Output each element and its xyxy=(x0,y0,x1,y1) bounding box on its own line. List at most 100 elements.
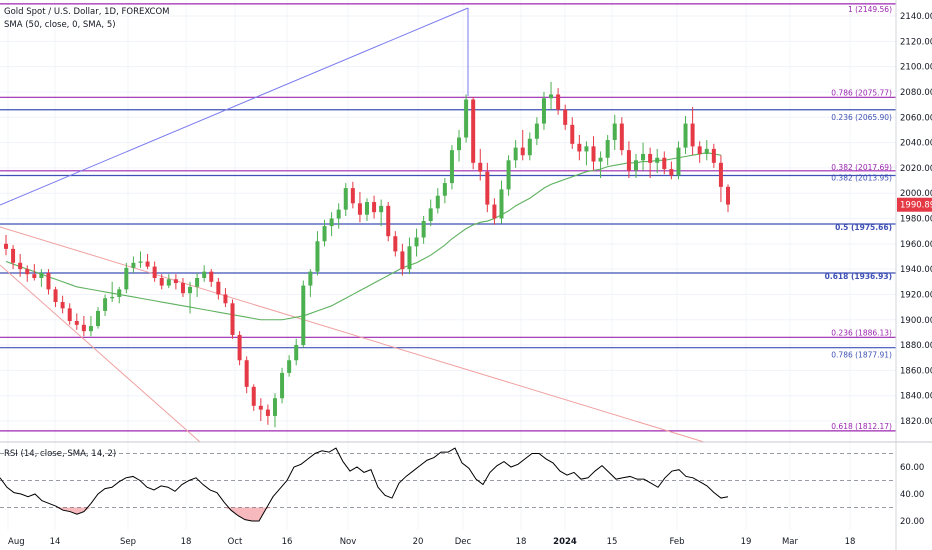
candle-down xyxy=(372,202,377,213)
last-price-label: 1990.89 xyxy=(900,201,932,211)
fib-level-label: 0.236 (1886.13) xyxy=(831,328,892,337)
symbol-title[interactable]: Gold Spot / U.S. Dollar, 1D, FOREXCOM xyxy=(4,7,170,17)
candle-down xyxy=(690,123,695,147)
price-tick-label: 2040.00 xyxy=(900,139,932,149)
candle-down xyxy=(145,261,150,267)
candles xyxy=(4,81,730,428)
candle-up xyxy=(442,183,447,196)
candle-down xyxy=(350,188,355,204)
rsi-legend[interactable]: RSI (14, close, SMA, 14, 2) xyxy=(4,449,117,459)
candle-down xyxy=(718,162,723,187)
price-tick-label: 1860.00 xyxy=(900,366,932,376)
trendlines xyxy=(0,7,705,443)
price-tick-label: 2060.00 xyxy=(900,113,932,123)
candle-down xyxy=(400,251,405,270)
candle-up xyxy=(336,209,341,219)
candle-up xyxy=(499,189,504,219)
candle-down xyxy=(563,109,568,125)
candle-up xyxy=(301,285,306,346)
sma-line xyxy=(5,152,722,321)
candle-up xyxy=(421,221,426,238)
candle-down xyxy=(32,274,37,278)
candle-down xyxy=(591,146,596,162)
time-tick-label: 15 xyxy=(607,537,618,547)
candle-down xyxy=(251,386,256,406)
candle-up xyxy=(549,94,554,99)
fib-level-label: 0.786 (2075.77) xyxy=(831,88,892,97)
rsi-tick-label: 60.00 xyxy=(900,463,924,473)
candle-down xyxy=(386,205,391,237)
candle-down xyxy=(25,269,30,275)
candle-down xyxy=(46,272,51,290)
candle-up xyxy=(704,148,709,154)
candle-down xyxy=(152,266,157,278)
candle-down xyxy=(357,203,362,215)
fib-level-label: 0.382 (2017.69) xyxy=(831,163,892,172)
candle-down xyxy=(173,279,178,284)
candle-up xyxy=(39,272,44,278)
price-tick-label: 2000.00 xyxy=(900,189,932,199)
price-tick-label: 2080.00 xyxy=(900,88,932,98)
candle-down xyxy=(237,334,242,361)
time-tick-label: Sep xyxy=(120,537,136,547)
fib-level-label: 0.786 (1877.91) xyxy=(831,351,892,360)
price-tick-label: 1960.00 xyxy=(900,240,932,250)
fib-level-label: 0.236 (2065.90) xyxy=(831,113,892,122)
candle-down xyxy=(697,146,702,154)
channel-line-lower xyxy=(0,264,201,443)
candle-down xyxy=(74,321,79,325)
price-tick-label: 1900.00 xyxy=(900,316,932,326)
candle-up xyxy=(315,241,320,272)
candle-up xyxy=(287,360,292,373)
candle-up xyxy=(343,188,348,210)
candle-up xyxy=(138,261,143,263)
candle-up xyxy=(527,138,532,156)
trend-line-rising xyxy=(0,7,469,206)
candle-down xyxy=(258,405,263,410)
price-tick-label: 1920.00 xyxy=(900,290,932,300)
candle-up xyxy=(605,140,610,158)
candle-down xyxy=(393,236,398,252)
candle-up xyxy=(414,237,419,247)
candle-up xyxy=(110,296,115,299)
candle-up xyxy=(88,326,93,332)
time-tick-label: Aug xyxy=(8,537,25,547)
candle-up xyxy=(598,157,603,162)
candle-up xyxy=(428,208,433,222)
price-tick-label: 2100.00 xyxy=(900,63,932,73)
candle-down xyxy=(230,303,235,335)
candle-up xyxy=(633,160,638,171)
candle-up xyxy=(195,277,200,287)
candle-up xyxy=(365,202,369,215)
sma-legend[interactable]: SMA (50, close, 0, SMA, 5) xyxy=(4,20,116,30)
time-tick-label: 2024 xyxy=(553,537,577,547)
time-tick-label: 18 xyxy=(181,537,192,547)
sma-50-line xyxy=(5,152,722,321)
candle-up xyxy=(117,289,122,297)
fib-level-label: 0.618 (1812.17) xyxy=(831,422,892,431)
last-price-badge xyxy=(897,197,932,212)
candle-up xyxy=(506,160,511,190)
candle-up xyxy=(584,146,589,152)
candle-down xyxy=(18,262,23,270)
candle-up xyxy=(329,218,334,227)
candle-up xyxy=(655,157,660,163)
rsi-pane xyxy=(0,447,896,522)
candle-up xyxy=(308,271,313,286)
candle-down xyxy=(223,294,228,304)
time-tick-label: Oct xyxy=(228,537,243,547)
price-tick-label: 1940.00 xyxy=(900,265,932,275)
candle-down xyxy=(216,281,221,295)
candle-up xyxy=(683,123,688,148)
price-tick-label: 2140.00 xyxy=(900,12,932,22)
time-tick-label: Mar xyxy=(782,537,799,547)
candle-down xyxy=(556,94,561,110)
candle-down xyxy=(648,153,653,163)
time-tick-label: 14 xyxy=(50,537,61,547)
candle-up xyxy=(676,147,681,176)
candle-up xyxy=(435,195,440,209)
fib-level-label: 0.5 (1975.66) xyxy=(835,223,892,232)
fib-level-label: 1 (2149.56) xyxy=(848,5,892,14)
candle-up xyxy=(541,98,546,124)
